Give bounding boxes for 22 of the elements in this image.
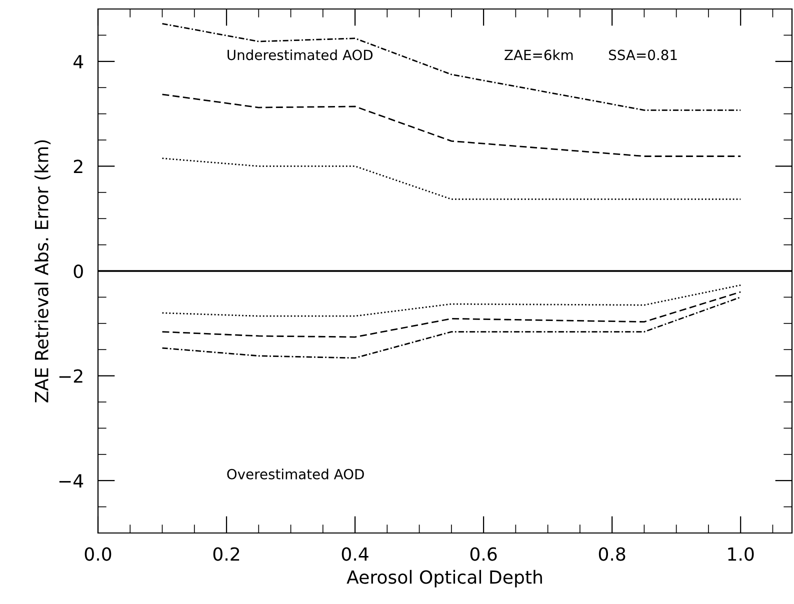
line-series	[162, 284, 742, 317]
y-axis-title: ZAE Retrieval Abs. Error (km)	[34, 140, 51, 402]
annotation: Overestimated AOD	[227, 468, 364, 480]
annotation: SSA=0.81	[609, 50, 677, 60]
y-tick-label: 0	[74, 264, 83, 278]
annotation: ZAE=6km	[504, 49, 573, 60]
y-tick-label: −2	[59, 369, 82, 383]
x-tick-label: 1.0	[728, 547, 754, 561]
line-series	[162, 296, 742, 359]
x-tick-label: 0.6	[470, 547, 497, 561]
annotation: Underestimated AOD	[228, 49, 373, 60]
x-axis-title: Aerosol Optical Depth	[346, 570, 542, 588]
y-tick-label: 4	[74, 55, 84, 68]
y-tick-label: −4	[59, 474, 84, 488]
line-series	[162, 291, 742, 338]
x-tick-label: 0.4	[342, 547, 368, 561]
x-tick-label: 0.2	[213, 547, 240, 561]
line-series	[162, 94, 742, 157]
x-tick-label: 0.0	[84, 547, 112, 561]
y-tick-label: 2	[74, 160, 82, 174]
line-series	[162, 22, 742, 111]
x-tick-label: 0.8	[598, 547, 626, 561]
